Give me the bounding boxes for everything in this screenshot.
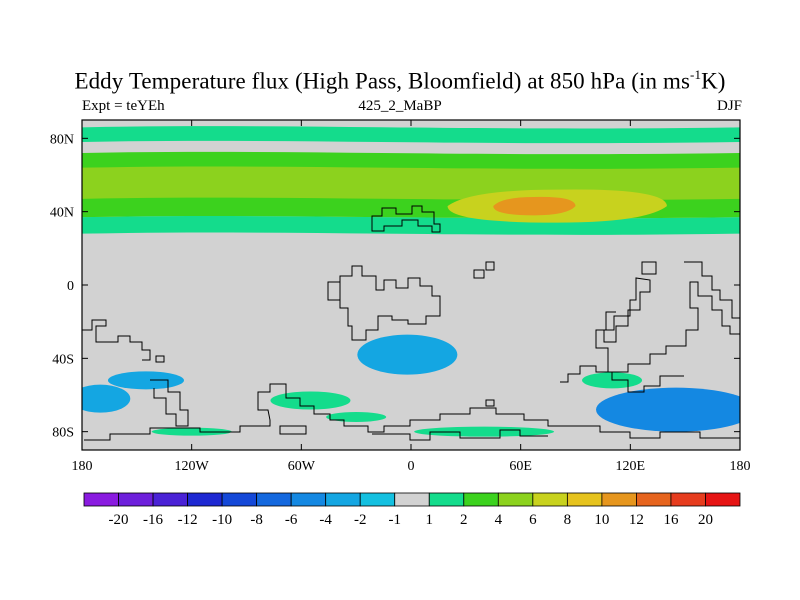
colorbar-label-16: 16 <box>663 512 679 528</box>
colorbar-swatch-0 <box>83 492 119 507</box>
coast-small-island <box>155 355 165 363</box>
colorbar-swatch-3 <box>187 492 223 507</box>
colorbar-swatch-13 <box>532 492 568 507</box>
southwest-pacific-low <box>82 384 131 413</box>
colorbar-label-0: -20 <box>109 512 129 528</box>
colorbar-swatch-18 <box>705 492 741 507</box>
colorbar-swatch-5 <box>256 492 292 507</box>
x-tick-label-1: 120W <box>175 459 210 474</box>
colorbar-label-15: 12 <box>629 512 644 528</box>
coast-island-2 <box>473 269 485 279</box>
coast-south-america-south <box>150 379 189 427</box>
coast-island-1 <box>327 281 341 301</box>
contour-band-5 <box>493 196 576 216</box>
colorbar-label-11: 4 <box>495 512 503 528</box>
colorbar-swatch-9 <box>394 492 430 507</box>
map-area <box>82 120 740 450</box>
coast-antarctica-inner <box>279 425 548 441</box>
y-tick-label-0: 80N <box>50 132 74 147</box>
contour-band-0 <box>82 126 740 144</box>
x-tick-label-6: 180 <box>730 459 751 474</box>
y-tick-label-4: 80S <box>52 426 74 441</box>
coast-antarctica <box>84 383 740 441</box>
colorbar-swatch-11 <box>463 492 499 507</box>
coast-europe-asia-north <box>371 205 441 233</box>
south-pacific-low <box>107 371 184 390</box>
colorbar-swatch-6 <box>290 492 327 507</box>
colorbar-label-8: -1 <box>388 512 401 528</box>
colorbar: -20 -16 -12 -10 -8 -6 -4 -2 -1 1 2 4 6 8 10 12 16 20 <box>83 492 741 528</box>
chart-title-end: K) <box>701 68 726 94</box>
x-tick-label-0: 180 <box>72 459 93 474</box>
experiment-label: Expt = teYEh <box>82 98 165 114</box>
south-atlantic-low <box>357 334 458 375</box>
y-tick-label-1: 40N <box>50 206 74 221</box>
colorbar-label-17: 20 <box>698 512 713 528</box>
colorbar-label-13: 8 <box>564 512 572 528</box>
colorbar-label-6: -4 <box>319 512 332 528</box>
x-tick-label-4: 60E <box>509 459 532 474</box>
coast-island-3 <box>485 261 495 271</box>
colorbar-label-2: -12 <box>178 512 198 528</box>
colorbar-swatch-16 <box>636 492 672 507</box>
colorbar-label-12: 6 <box>529 512 537 528</box>
colorbar-label-10: 2 <box>460 512 468 528</box>
x-tick-label-2: 60W <box>288 459 316 474</box>
x-tick-label-3: 0 <box>408 459 415 474</box>
antarctic-coast-high <box>414 426 555 437</box>
colorbar-label-14: 10 <box>594 512 609 528</box>
chart-title-superscript: -1 <box>690 67 702 82</box>
coastlines <box>82 205 740 441</box>
colorbar-label-7: -2 <box>354 512 367 528</box>
coast-southeast-pacific <box>82 319 151 361</box>
colorbar-swatch-4 <box>221 492 258 507</box>
coast-australia-south <box>560 365 684 393</box>
colorbar-swatch-7 <box>325 492 361 507</box>
colorbar-swatch-1 <box>118 492 154 507</box>
axis-ticks <box>81 120 741 450</box>
run-label: 425_2_MaBP <box>358 98 442 114</box>
south-american-high <box>270 391 351 410</box>
coast-island-4 <box>485 399 495 407</box>
coast-africa <box>339 265 441 341</box>
colorbar-label-5: -6 <box>285 512 298 528</box>
colorbar-label-4: -8 <box>250 512 263 528</box>
chart-title: Eddy Temperature flux (High Pass, Bloomf… <box>0 67 800 95</box>
colorbar-swatch-8 <box>359 492 396 507</box>
axis-tick-labels: 180 120W 60W 0 60E 120E 180 80N 40N 0 40S 80S <box>50 132 751 474</box>
colorbar-swatch-10 <box>428 492 465 507</box>
colorbar-swatch-12 <box>497 492 534 507</box>
colorbar-swatch-15 <box>601 492 637 507</box>
x-tick-label-5: 120E <box>616 459 646 474</box>
contour-bands <box>82 126 740 235</box>
colorbar-swatch-2 <box>152 492 188 507</box>
colorbar-label-9: 1 <box>426 512 434 528</box>
colorbar-label-1: -16 <box>143 512 163 528</box>
contour-band-1 <box>82 216 740 235</box>
australian-sector-low <box>596 387 740 432</box>
colorbar-label-3: -10 <box>212 512 232 528</box>
y-tick-label-2: 0 <box>67 279 74 294</box>
chart-title-main: Eddy Temperature flux (High Pass, Bloomf… <box>74 68 691 94</box>
colorbar-swatch-14 <box>566 492 603 507</box>
coast-india-se-asia <box>603 261 657 343</box>
season-label: DJF <box>716 98 742 114</box>
y-tick-label-3: 40S <box>52 352 74 367</box>
antarctic-pacific-high <box>151 427 232 436</box>
colorbar-swatch-17 <box>670 492 706 507</box>
